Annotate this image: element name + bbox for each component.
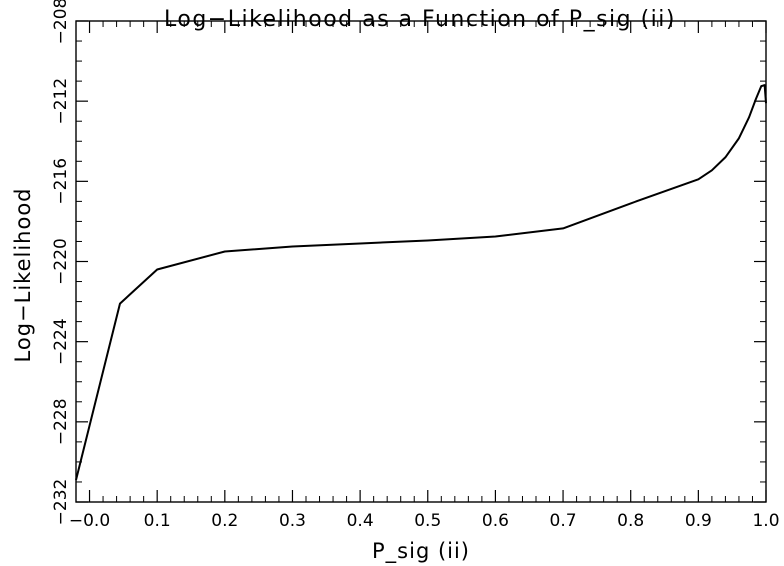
x-tick-label: 0.7	[550, 511, 577, 531]
x-tick-label: 0.3	[279, 511, 306, 531]
x-tick-label: 0.4	[347, 511, 374, 531]
series-line	[75, 84, 767, 481]
y-tick-label: −232	[51, 479, 71, 526]
y-axis-label: Log−Likelihood	[11, 188, 35, 363]
x-axis-label: P_sig (ii)	[372, 539, 470, 564]
x-tick-label: 1.0	[752, 511, 779, 531]
x-axis-ticks	[75, 21, 767, 502]
x-tick-label: 0.6	[482, 511, 509, 531]
data-points	[75, 84, 767, 481]
y-tick-label: −208	[51, 0, 71, 44]
y-tick-label: −212	[51, 78, 71, 125]
y-axis-ticks	[76, 20, 766, 503]
x-tick-label: 0.2	[211, 511, 238, 531]
x-tick-label: 0.1	[144, 511, 171, 531]
x-tick-label: 0.8	[617, 511, 644, 531]
x-axis-tick-labels: −0.0 0.1 0.2 0.3 0.4 0.5 0.6 0.7 0.8 0.9 1.0	[69, 511, 780, 531]
y-tick-label: −220	[51, 238, 71, 285]
x-tick-label: 0.5	[414, 511, 441, 531]
y-tick-label: −228	[51, 398, 71, 445]
plot-frame	[75, 20, 767, 503]
y-tick-label: −216	[51, 158, 71, 205]
x-tick-label: 0.9	[685, 511, 712, 531]
chart-title: Log−Likelihood as a Function of P_sig (i…	[164, 7, 676, 32]
y-tick-label: −224	[51, 318, 71, 365]
y-axis-tick-labels: −232 −228 −224 −220 −216 −212 −208	[51, 0, 71, 525]
x-tick-label: −0.0	[69, 511, 110, 531]
